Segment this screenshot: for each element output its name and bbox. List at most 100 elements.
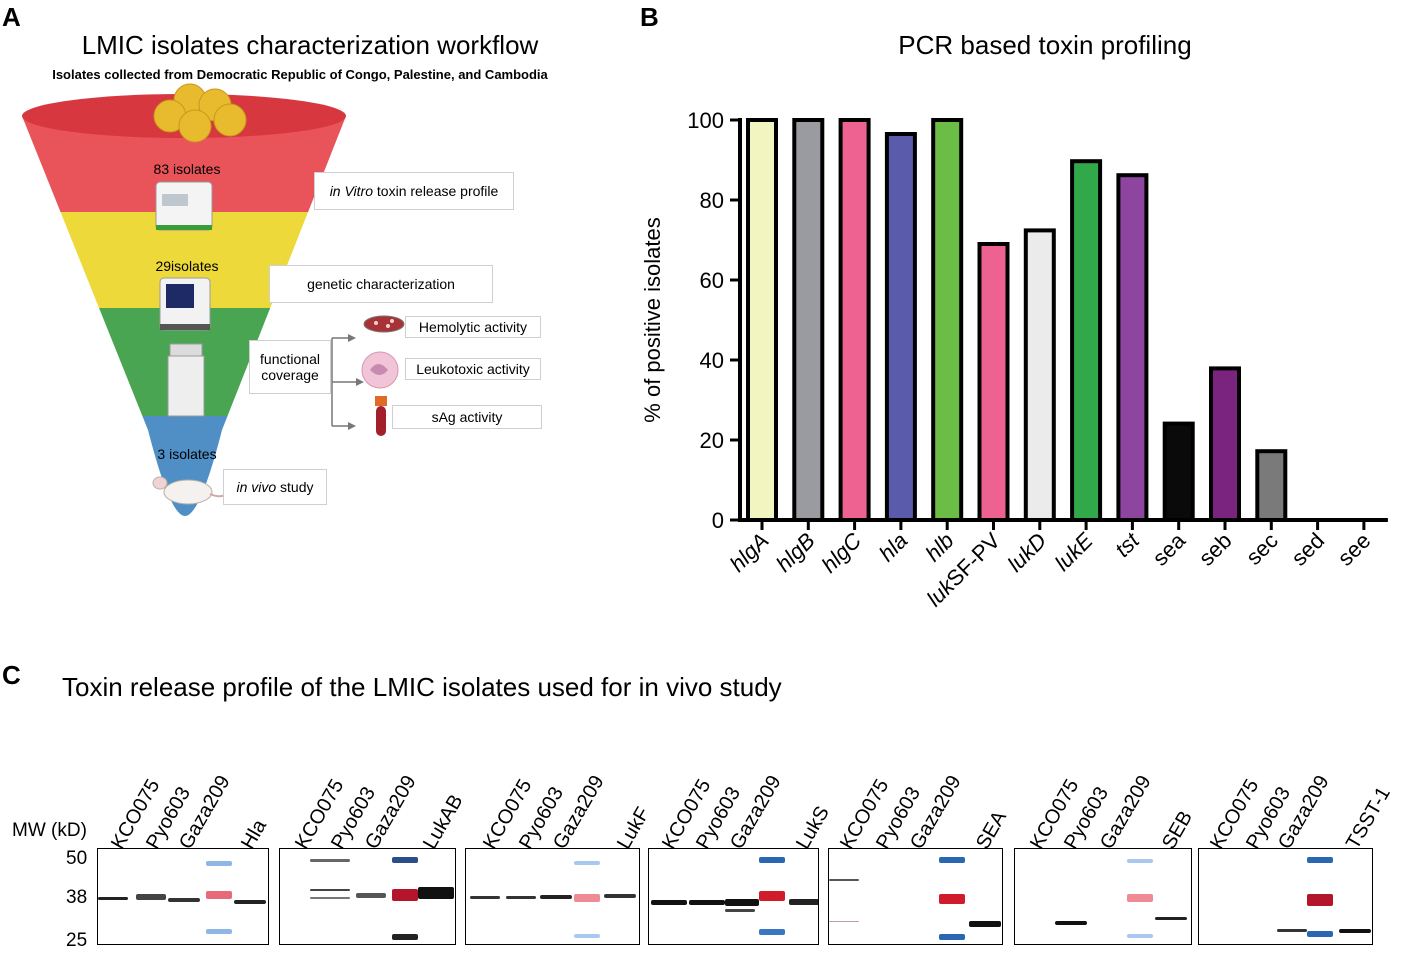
branch-arrows	[331, 337, 360, 427]
blot-band	[392, 934, 418, 940]
blot-band	[540, 895, 572, 899]
y-tick-label: 100	[687, 108, 724, 133]
blot-band	[1339, 929, 1371, 933]
blot-band	[1277, 929, 1307, 932]
invivo-rest: study	[276, 479, 314, 495]
blot-band	[604, 894, 636, 898]
blot-band	[206, 891, 232, 899]
blot-band	[789, 899, 818, 905]
invivo-italic: in vivo	[236, 479, 277, 495]
blot-band	[310, 897, 350, 899]
blot-band	[1127, 934, 1153, 938]
blot-band	[206, 929, 232, 934]
cytometer-icon	[167, 343, 205, 417]
lane-label: SEB	[1158, 807, 1198, 853]
blot-band	[725, 899, 759, 906]
y-axis-label: % of positive isolates	[640, 217, 665, 422]
blot-panel	[1198, 848, 1373, 945]
blot-band	[574, 894, 600, 902]
x-tick-label-sea: sea	[1147, 527, 1190, 570]
blot-band	[829, 921, 859, 922]
y-tick-label: 40	[700, 348, 724, 373]
sag-box: sAg activity	[392, 405, 542, 429]
blot-band	[759, 891, 785, 901]
blot-band	[470, 896, 500, 899]
mw-38: 38	[66, 887, 88, 908]
blot-panel	[279, 848, 456, 945]
tier1-count: 83 isolates	[153, 161, 221, 177]
y-tick-label: 80	[700, 188, 724, 213]
blot-band	[392, 857, 418, 863]
y-tick-label: 20	[700, 428, 724, 453]
blot-panel	[465, 848, 640, 945]
blot-band	[98, 897, 128, 900]
blood-tube-icon	[375, 396, 387, 436]
mw-50: 50	[66, 848, 88, 869]
leukotoxic-box: Leukotoxic activity	[405, 358, 541, 380]
x-tick-label-hla: hla	[874, 528, 912, 566]
bar-hla	[884, 132, 917, 522]
functional-box: functional coverage	[249, 340, 331, 394]
y-tick-label: 0	[712, 508, 724, 533]
x-tick-label-hlb: hlb	[920, 528, 958, 566]
bar-hlb	[931, 118, 964, 522]
blot-band	[418, 887, 454, 899]
bar-lukD	[1023, 228, 1056, 522]
bar-hlgC	[838, 118, 871, 522]
bar-seb	[1209, 366, 1241, 522]
funnel-blue-band	[22, 416, 346, 516]
blot-band	[939, 934, 965, 940]
blot-band	[356, 893, 386, 898]
panel-c-letter: C	[2, 660, 21, 690]
blot-band	[939, 894, 965, 904]
blot-band	[725, 909, 755, 912]
lane-label: SEA	[972, 807, 1012, 853]
petri-dish-icon	[363, 315, 405, 333]
x-tick-label-hlgB: hlgB	[771, 528, 820, 577]
blot-band	[392, 889, 418, 901]
panel-a-title: LMIC isolates characterization workflow	[81, 30, 539, 60]
lane-label: LukS	[792, 802, 834, 853]
blot-band	[939, 857, 965, 863]
invitro-italic: in Vitro	[329, 183, 374, 199]
genetic-box: genetic characterization	[269, 265, 493, 303]
blot-band	[506, 896, 536, 899]
lane-label: LukF	[613, 803, 655, 853]
x-tick-label-lukE: lukE	[1050, 528, 1098, 576]
lane-label: TSST-1	[1342, 783, 1395, 853]
invitro-rest: toxin release profile	[373, 183, 499, 199]
blot-band	[310, 889, 350, 891]
bar-tst	[1116, 173, 1149, 522]
sequencer-icon	[159, 277, 211, 331]
tier2-count: 29isolates	[155, 258, 219, 274]
x-tick-label-hlgA: hlgA	[725, 528, 774, 577]
blot-band	[136, 894, 166, 900]
blot-band	[651, 900, 687, 905]
mouse-icon	[152, 476, 231, 505]
blot-band	[1155, 917, 1187, 920]
blot-band	[1307, 931, 1333, 937]
blot-band	[574, 934, 600, 938]
lane-label: LukAB	[419, 790, 468, 853]
x-tick-label-sed: sed	[1286, 528, 1329, 571]
blot-band	[1307, 894, 1333, 906]
bar-sec	[1255, 449, 1288, 523]
bar-lukE	[1070, 159, 1103, 522]
plate-reader-icon	[155, 181, 213, 231]
tier3-count: 3 isolates	[157, 446, 217, 462]
blot-band	[574, 861, 600, 865]
mw-axis-title: MW (kD)	[12, 820, 87, 841]
blot-band	[310, 859, 350, 862]
invivo-box: in vivo study	[223, 469, 327, 505]
lane-label: Gaza209	[1096, 771, 1156, 853]
chart-title: PCR based toxin profiling	[898, 30, 1192, 60]
x-tick-label-see: see	[1333, 528, 1376, 571]
blot-band	[1127, 859, 1153, 863]
blot-band	[969, 921, 1001, 927]
blot-band	[759, 857, 785, 863]
panel-c-title: Toxin release profile of the LMIC isolat…	[62, 672, 782, 702]
blot-band	[689, 900, 725, 905]
blot-panel	[1014, 848, 1192, 945]
x-tick-label-sec: sec	[1241, 528, 1283, 570]
blot-band	[829, 879, 859, 881]
